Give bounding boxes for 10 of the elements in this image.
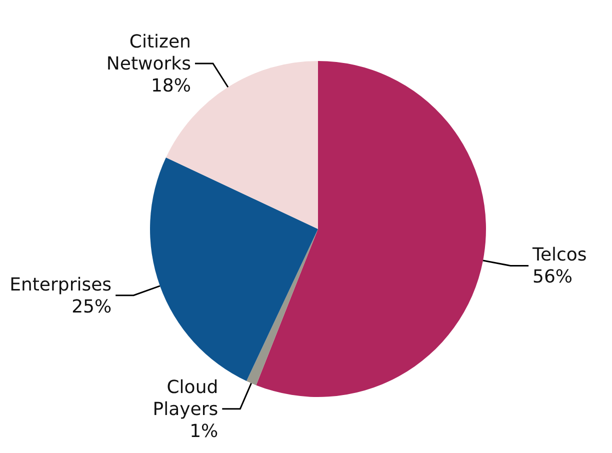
slice-label: Citizen Networks — [106, 32, 191, 75]
data-label: 56% — [532, 266, 573, 288]
slice-label: Telcos — [532, 244, 587, 266]
pie-slice — [246, 229, 318, 386]
pie-slice — [256, 61, 486, 397]
slice-label: Enterprises — [10, 274, 112, 296]
data-label: 1% — [190, 420, 218, 442]
slice-label: Cloud Players — [152, 376, 218, 420]
data-label: 25% — [72, 296, 112, 318]
data-label: 18% — [150, 76, 191, 97]
